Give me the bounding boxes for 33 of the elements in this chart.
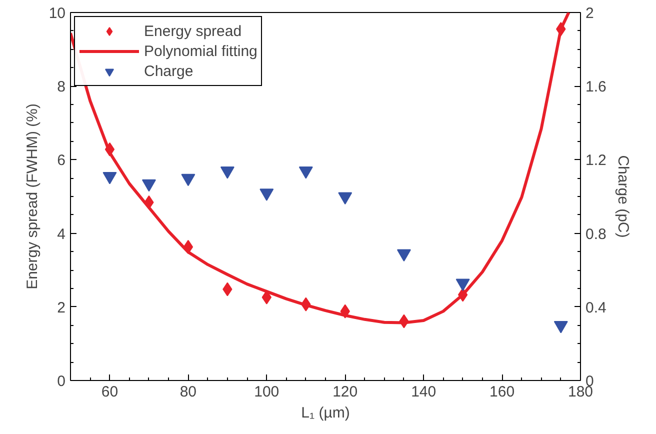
x-tick-label: 80 bbox=[180, 384, 197, 400]
y2-tick-label: 1.2 bbox=[586, 152, 606, 170]
y-axis-title: Energy spread (FWHM) (%) bbox=[24, 104, 41, 290]
legend-label: Energy spread bbox=[144, 22, 242, 41]
y-tick-label: 10 bbox=[48, 5, 66, 22]
y-tick-label: 4 bbox=[57, 226, 66, 243]
point bbox=[298, 166, 313, 179]
y-tick-label: 6 bbox=[57, 152, 66, 170]
x-tick-label: 140 bbox=[411, 384, 436, 400]
point bbox=[102, 172, 117, 184]
point bbox=[338, 192, 352, 205]
x-tick-label: 160 bbox=[490, 384, 515, 400]
y2-tick-label: 2 bbox=[586, 5, 594, 22]
y2-tick-label: 1.6 bbox=[586, 78, 606, 96]
legend-label: Charge bbox=[144, 62, 194, 81]
x-tick-label: 100 bbox=[254, 384, 280, 400]
y2-tick-label: 0.8 bbox=[586, 226, 606, 243]
point bbox=[456, 278, 470, 291]
x-tick-label: 120 bbox=[332, 384, 358, 400]
point bbox=[554, 321, 568, 334]
point bbox=[260, 188, 274, 201]
x-tick-label: 60 bbox=[101, 384, 118, 400]
point bbox=[220, 166, 234, 179]
y-tick-label: 2 bbox=[57, 299, 66, 316]
y-tick-label: 0 bbox=[57, 373, 66, 390]
y2-axis-title: Charge (pC) bbox=[614, 155, 632, 238]
point bbox=[142, 179, 156, 192]
point bbox=[396, 249, 411, 262]
y2-tick-label: 0.4 bbox=[586, 299, 606, 316]
x-axis-title: L₁ (µm) bbox=[301, 404, 350, 422]
y-tick-label: 8 bbox=[57, 78, 66, 96]
legend-label: Polynomial fitting bbox=[144, 42, 258, 61]
point bbox=[181, 174, 196, 186]
